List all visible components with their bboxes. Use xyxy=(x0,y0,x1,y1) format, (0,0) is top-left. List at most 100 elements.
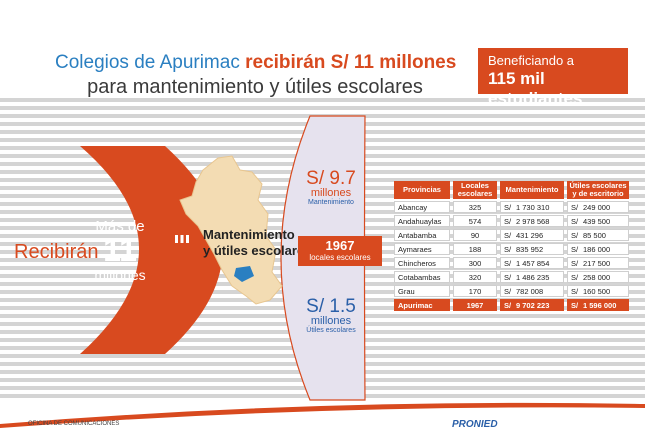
amount-value: 835 952 xyxy=(516,244,544,254)
amount-value: 249 000 xyxy=(583,202,611,212)
peru-map-icon xyxy=(179,155,283,305)
locales-cell: 1967 xyxy=(453,299,497,311)
province-table: Provincias Locales escolares Mantenimien… xyxy=(391,179,632,313)
footer-swoosh xyxy=(0,402,645,428)
header-provincias: Provincias xyxy=(394,181,450,199)
currency-symbol: S/ xyxy=(504,202,512,212)
currency-symbol: S/ xyxy=(504,272,512,282)
table-row: Antabamba 90 S/431 296 S/85 500 xyxy=(394,229,629,241)
beneficiaries-banner: Beneficiando a 115 mil estudiantes xyxy=(478,48,628,108)
locales-cell: 320 xyxy=(453,271,497,283)
supplies-amount: S/ 1.5 millones Útiles escolares xyxy=(296,296,366,334)
header-utiles: Útiles escolares y de escritorio xyxy=(567,181,629,199)
maintenance-amount: S/ 9.7 millones Mantenimiento xyxy=(296,168,366,206)
currency-symbol: S/ xyxy=(571,300,579,310)
supplies-cell: S/258 000 xyxy=(567,271,629,283)
amount-value: 85 500 xyxy=(583,230,606,240)
table-row: Grau 170 S/782 008 S/160 500 xyxy=(394,285,629,297)
currency-symbol: S/ xyxy=(571,230,579,240)
banner-line1: Beneficiando a xyxy=(488,53,575,68)
supplies-cell: S/439 500 xyxy=(567,215,629,227)
amount-value: 439 500 xyxy=(583,216,611,226)
eleven-number: 11 xyxy=(103,232,137,268)
amount-value: 258 000 xyxy=(583,272,611,282)
amount-value: 782 008 xyxy=(516,286,544,296)
schools-count: 1967 xyxy=(325,238,355,253)
header-mantenimiento: Mantenimiento xyxy=(500,181,564,199)
province-cell: Andahuaylas xyxy=(394,215,450,227)
apurimac-region xyxy=(234,266,254,282)
center-label-line1: Mantenimiento xyxy=(203,227,295,242)
amount-value: 186 000 xyxy=(583,244,611,254)
maintenance-cell: S/431 296 xyxy=(500,229,564,241)
currency-symbol: S/ xyxy=(571,202,579,212)
title-line1-b: recibirán S/ 11 millones xyxy=(245,52,457,73)
title-line2: para mantenimiento y útiles escolares xyxy=(87,76,423,98)
supplies-cell: S/160 500 xyxy=(567,285,629,297)
amount-value: 1 486 235 xyxy=(516,272,550,282)
supplies-unit: millones xyxy=(310,315,352,327)
amount-value: 2 978 568 xyxy=(516,216,550,226)
locales-cell: 574 xyxy=(453,215,497,227)
header-locales: Locales escolares xyxy=(453,181,497,199)
pronied-logo: PRONIED xyxy=(452,419,498,430)
currency-symbol: S/ xyxy=(504,258,512,268)
amount-value: 217 500 xyxy=(583,258,611,268)
maintenance-value: S/ 9.7 xyxy=(306,168,356,189)
center-label-line2: y útiles escolares xyxy=(203,243,312,258)
maintenance-cell: S/782 008 xyxy=(500,285,564,297)
supplies-value: S/ 1.5 xyxy=(306,296,356,317)
recibiran-label: Recibirán xyxy=(14,241,99,263)
currency-symbol: S/ xyxy=(571,216,579,226)
province-cell: Chincheros xyxy=(394,257,450,269)
table-row: Abancay 325 S/1 730 310 S/249 000 xyxy=(394,201,629,213)
currency-symbol: S/ xyxy=(504,300,512,310)
maintenance-cell: S/1 730 310 xyxy=(500,201,564,213)
supplies-cell: S/186 000 xyxy=(567,243,629,255)
amount-value: 431 296 xyxy=(516,230,544,240)
supplies-label: Útiles escolares xyxy=(306,327,356,334)
maintenance-cell: S/835 952 xyxy=(500,243,564,255)
mas-de-label: Más de xyxy=(95,218,145,235)
supplies-cell: S/1 596 000 xyxy=(567,299,629,311)
supplies-cell: S/85 500 xyxy=(567,229,629,241)
currency-symbol: S/ xyxy=(571,258,579,268)
table-row: Andahuaylas 574 S/2 978 568 S/439 500 xyxy=(394,215,629,227)
banner-line2: 115 mil estudiantes xyxy=(488,69,583,108)
province-cell: Abancay xyxy=(394,201,450,213)
table-row: Chincheros 300 S/1 457 854 S/217 500 xyxy=(394,257,629,269)
province-cell: Apurimac xyxy=(394,299,450,311)
locales-cell: 325 xyxy=(453,201,497,213)
amount-value: 160 500 xyxy=(583,286,611,296)
page-title: Colegios de Apurimac recibirán S/ 11 mil… xyxy=(55,50,457,100)
table-header-row: Provincias Locales escolares Mantenimien… xyxy=(394,181,629,199)
locales-cell: 90 xyxy=(453,229,497,241)
currency-symbol: S/ xyxy=(571,286,579,296)
currency-symbol: S/ xyxy=(504,286,512,296)
millones-label: millones xyxy=(94,267,146,283)
maintenance-cell: S/2 978 568 xyxy=(500,215,564,227)
title-line1-a: Colegios de Apurimac xyxy=(55,52,246,73)
maintenance-cell: S/1 486 235 xyxy=(500,271,564,283)
supplies-cell: S/217 500 xyxy=(567,257,629,269)
maintenance-cell: S/9 702 223 xyxy=(500,299,564,311)
table-row: Cotabambas 320 S/1 486 235 S/258 000 xyxy=(394,271,629,283)
center-label: Mantenimiento y útiles escolares xyxy=(203,227,311,259)
amount-value: 9 702 223 xyxy=(516,300,550,310)
footer-office: OFICINA DE COMUNICACIONES xyxy=(28,421,120,427)
currency-symbol: S/ xyxy=(504,230,512,240)
currency-symbol: S/ xyxy=(571,244,579,254)
locales-cell: 170 xyxy=(453,285,497,297)
currency-symbol: S/ xyxy=(504,244,512,254)
province-cell: Cotabambas xyxy=(394,271,450,283)
currency-symbol: S/ xyxy=(571,272,579,282)
province-cell: Aymaraes xyxy=(394,243,450,255)
table-total-row: Apurimac 1967 S/9 702 223 S/1 596 000 xyxy=(394,299,629,311)
maintenance-unit: millones xyxy=(310,187,352,199)
amount-value: 1 457 854 xyxy=(516,258,550,268)
currency-symbol: S/ xyxy=(504,216,512,226)
schools-label: locales escolares xyxy=(309,253,371,262)
province-cell: Antabamba xyxy=(394,229,450,241)
supplies-cell: S/249 000 xyxy=(567,201,629,213)
